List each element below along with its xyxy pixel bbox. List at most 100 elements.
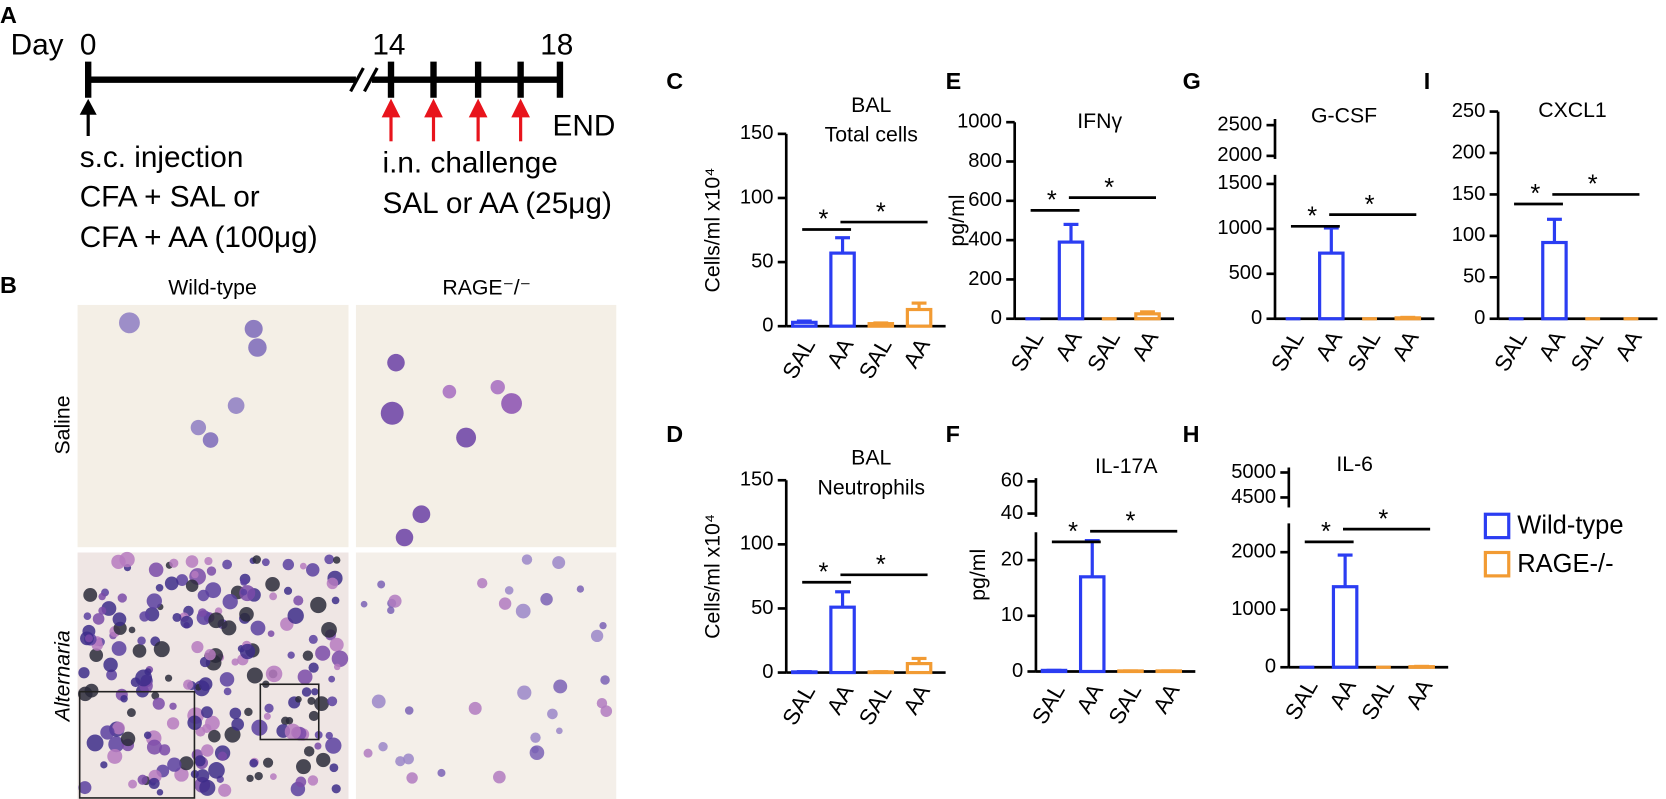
cell: [395, 756, 406, 767]
cell: [183, 679, 194, 690]
challenge-text: SAL or AA (25μg): [383, 187, 612, 220]
y-axis-label: Cells/ml x10⁴: [701, 514, 725, 639]
cell: [306, 563, 320, 577]
panel-label: F: [946, 421, 960, 447]
y-tick-label: 0: [991, 307, 1002, 329]
cell: [118, 312, 140, 334]
cell: [100, 725, 115, 740]
cell: [164, 674, 173, 682]
challenge-text: i.n. challenge: [383, 147, 558, 180]
color-key: [1420, 666, 1423, 668]
x-tick-label: SAL: [1566, 327, 1609, 376]
inset-box: [259, 683, 320, 741]
error-bar: [1337, 553, 1353, 587]
cell: [325, 737, 342, 754]
cell: [185, 579, 199, 593]
x-tick-label: AA: [1072, 679, 1109, 717]
cell: [329, 763, 339, 773]
cell: [199, 779, 216, 796]
significance-label: *: [1530, 180, 1540, 208]
cell: [521, 554, 533, 565]
column-label: Wild-type: [168, 276, 257, 300]
cell: [311, 688, 319, 696]
x-tick-label: AA: [1050, 326, 1087, 364]
cell: [531, 746, 539, 754]
cell: [387, 606, 395, 615]
panel-label: E: [946, 68, 962, 94]
cell: [202, 432, 219, 448]
cell: [252, 555, 261, 564]
x-tick-label: AA: [1148, 679, 1185, 717]
cell: [106, 669, 118, 681]
cell: [111, 554, 126, 570]
cell: [239, 643, 256, 660]
y-tick-label: 250: [1452, 100, 1486, 122]
cell: [395, 528, 414, 547]
timeline: [85, 61, 564, 136]
cell: [283, 586, 293, 595]
cell: [468, 701, 482, 715]
significance-label: *: [1588, 171, 1598, 199]
cell: [146, 593, 162, 609]
cell: [152, 697, 165, 710]
error-bar: [796, 319, 812, 323]
cell: [153, 641, 170, 658]
cell: [412, 505, 431, 524]
cell: [198, 677, 213, 691]
cell: [267, 630, 275, 638]
cell: [599, 621, 607, 630]
error-bar: [1063, 222, 1079, 243]
cell: [360, 600, 368, 608]
cell: [456, 427, 477, 448]
cell: [112, 721, 125, 735]
cell: [100, 761, 108, 769]
x-tick-label: SAL: [854, 334, 897, 383]
cell: [406, 772, 418, 784]
bar: [1318, 251, 1345, 321]
y-tick-label: 4500: [1231, 486, 1276, 508]
cell: [143, 731, 152, 739]
cell: [403, 753, 414, 765]
y-tick-label: 1000: [957, 111, 1002, 133]
cell: [107, 748, 123, 764]
cell: [553, 679, 568, 694]
cell: [221, 620, 237, 636]
cell: [308, 634, 318, 644]
cell: [137, 774, 148, 785]
y-tick-label: 10: [1001, 604, 1023, 626]
cell: [128, 779, 138, 789]
significance-label: *: [1104, 174, 1114, 202]
cell: [208, 612, 225, 629]
panel-label: I: [1424, 68, 1431, 94]
significance-label: *: [1321, 518, 1331, 546]
micrograph: [355, 304, 617, 548]
cell: [172, 612, 182, 622]
cell: [270, 773, 277, 781]
cell: [223, 687, 232, 696]
legend-swatch: [1483, 512, 1511, 540]
cell: [151, 691, 160, 700]
cell: [85, 634, 93, 643]
cell: [169, 558, 179, 568]
color-key: [1031, 317, 1034, 319]
y-tick-label: 50: [751, 250, 773, 272]
cell: [164, 576, 179, 591]
cell: [222, 559, 233, 570]
cell: [517, 685, 532, 700]
row-label: Saline: [50, 395, 74, 454]
arrow: [79, 98, 97, 115]
color-key: [803, 671, 806, 673]
cell: [231, 658, 239, 666]
cell: [380, 401, 404, 425]
x-tick-label: AA: [1534, 326, 1571, 364]
cell: [540, 593, 553, 606]
x-tick-label: AA: [898, 334, 935, 372]
color-key: [803, 325, 806, 327]
color-key: [1108, 317, 1111, 319]
cell: [251, 719, 268, 736]
cell: [331, 650, 349, 667]
cell: [240, 588, 248, 596]
color-key: [918, 325, 921, 327]
cell: [78, 781, 92, 795]
